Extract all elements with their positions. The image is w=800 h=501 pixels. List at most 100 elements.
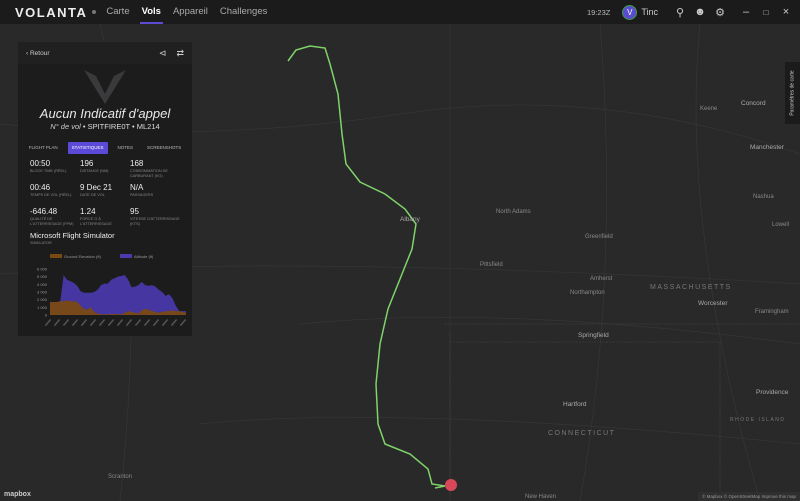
stat-value: 95: [130, 207, 139, 216]
stat-item: 196 Distance (NM): [80, 159, 130, 180]
stat-value: 00:46: [30, 183, 51, 192]
flight-route: [287, 45, 446, 489]
map-label: RHODE ISLAND: [730, 417, 786, 423]
gear-icon[interactable]: ⚙: [715, 6, 725, 19]
stat-label: Distance (NM): [80, 169, 109, 173]
avatar[interactable]: V: [622, 4, 638, 20]
stat-item: N/A Passagers: [130, 183, 190, 204]
series-area-altitude: [50, 275, 186, 315]
y-tick-label: 4 000: [37, 282, 48, 287]
map-label: Manchester: [750, 144, 784, 151]
user-settings-icon[interactable]: ☻: [694, 6, 706, 18]
tab-statistiques[interactable]: STATISTIQUES: [67, 142, 108, 154]
stat-label: Temps de vol (réel): [30, 193, 72, 197]
series-area-ground-elevation: [50, 300, 186, 315]
x-tick-mark: [152, 319, 160, 327]
stat-label: Passagers: [130, 193, 154, 197]
y-tick-label: 5 000: [37, 274, 48, 279]
legend-swatch: [120, 254, 132, 258]
x-tick-mark: [71, 319, 79, 327]
stat-item: 9 Dec 21 Date de vol: [80, 183, 130, 204]
tab-notes[interactable]: NOTES: [117, 145, 134, 150]
stat-label: Block time (réel): [30, 169, 67, 173]
stat-label: Qualité de l'atterrissage (FPM): [30, 217, 74, 226]
stat-value: 196: [80, 159, 94, 168]
minimize-icon[interactable]: –: [742, 6, 750, 18]
search-icon[interactable]: ⚲: [675, 6, 685, 19]
map-label: CONNECTICUT: [548, 430, 616, 437]
map-label: Greenfield: [585, 234, 613, 240]
back-button[interactable]: ‹ Retour: [26, 49, 50, 57]
stat-label: Consommation de carburant (KG): [130, 169, 168, 178]
callsign-title: Aucun Indicatif d'appel: [39, 106, 171, 121]
nav-appareil[interactable]: Appareil: [172, 6, 208, 17]
stat-item: 00:46 Temps de vol (réel): [30, 183, 80, 204]
map-label: Worcester: [698, 300, 728, 307]
map-label: North Adams: [496, 209, 531, 215]
flight-details-panel: ‹ Retour ⊲ ⇄ Aucun Indicatif d'appel N° d…: [18, 42, 192, 336]
stat-label: Force G à l'atterrissage: [80, 217, 112, 226]
username[interactable]: Tinc: [641, 7, 658, 17]
nav-vols[interactable]: Vols: [139, 0, 164, 24]
map-label: Concord: [741, 100, 766, 107]
map-label: Amherst: [590, 276, 613, 282]
stat-value: 00:50: [30, 159, 51, 168]
tab-screenshots[interactable]: SCREENSHOTS: [147, 145, 182, 150]
x-tick-mark: [125, 319, 133, 327]
utc-clock: 19:23Z: [586, 7, 611, 17]
stat-value: -646.48: [30, 207, 58, 216]
aircraft: SPITFIRE0T: [87, 122, 130, 131]
stats-grid: 00:50 Block time (réel) 196 Distance (NM) 16…: [30, 159, 190, 228]
flight-subtitle: N° de vol • SPITFIRE0T • ML214: [50, 122, 160, 131]
legend-swatch: [50, 254, 62, 258]
x-tick-mark: [80, 319, 88, 327]
settings-sliders-icon[interactable]: ⇄: [176, 47, 184, 58]
map-label: Nashua: [753, 194, 774, 200]
x-tick-mark: [98, 319, 106, 327]
stat-item: -646.48 Qualité de l'atterrissage (FPM): [30, 207, 80, 228]
simulator-label: SIMULATOR: [30, 241, 52, 245]
status-dot: [92, 10, 97, 14]
x-tick-mark: [134, 319, 142, 327]
nav-carte[interactable]: Carte: [106, 6, 130, 17]
y-tick-label: 3 000: [37, 290, 48, 295]
x-tick-mark: [179, 319, 187, 327]
panel-header: ‹ Retour ⊲ ⇄: [18, 42, 192, 64]
simulator-stat: Microsoft Flight Simulator SIMULATOR: [30, 231, 115, 246]
stat-label: Vitesse d'atterrissage (KTS): [130, 217, 180, 226]
back-label: Retour: [29, 49, 50, 57]
map-label: Keene: [700, 106, 718, 112]
top-bar: VOLANTA Carte Vols Appareil Challenges 1…: [0, 0, 800, 24]
stat-label: Date de vol: [80, 193, 105, 197]
arrival-airport-marker[interactable]: [445, 479, 457, 491]
x-tick-mark: [53, 319, 61, 327]
tab-flight-plan[interactable]: FLIGHT PLAN: [28, 145, 58, 150]
share-icon[interactable]: ⊲: [158, 47, 167, 58]
volanta-logo-icon: [84, 70, 126, 104]
close-icon[interactable]: ×: [782, 6, 790, 18]
panel-tabs: FLIGHT PLAN STATISTIQUES NOTES SCREENSHO…: [18, 142, 192, 154]
stat-value: 168: [130, 159, 144, 168]
simulator-value: Microsoft Flight Simulator: [30, 231, 115, 240]
y-tick-label: 0: [45, 313, 48, 318]
aircraft-code: ML214: [136, 122, 160, 131]
stat-item: 168 Consommation de carburant (KG): [130, 159, 190, 180]
y-tick-label: 6 000: [37, 267, 48, 272]
map-settings-button[interactable]: Paramètres de carte: [785, 62, 800, 124]
map-label: Pittsfield: [480, 262, 503, 268]
map-label: Hartford: [563, 401, 587, 408]
stat-item: 00:50 Block time (réel): [30, 159, 80, 180]
map-attribution[interactable]: © Mapbox © OpenStreetMap Improve this ma…: [698, 492, 800, 501]
maximize-icon[interactable]: □: [763, 7, 769, 17]
y-tick-label: 2 000: [37, 297, 48, 302]
x-tick-mark: [44, 319, 52, 327]
legend-label: Ground Elevation (ft): [64, 254, 102, 259]
map-label: Albany: [400, 216, 420, 223]
x-tick-mark: [161, 319, 169, 327]
x-tick-mark: [116, 318, 124, 327]
nav-challenges[interactable]: Challenges: [219, 6, 268, 17]
map-label: Springfield: [578, 332, 609, 339]
mapbox-logo: mapbox: [4, 491, 31, 498]
flight-number-label: N° de vol: [50, 122, 81, 131]
legend-label: Altitude (ft): [134, 254, 154, 259]
